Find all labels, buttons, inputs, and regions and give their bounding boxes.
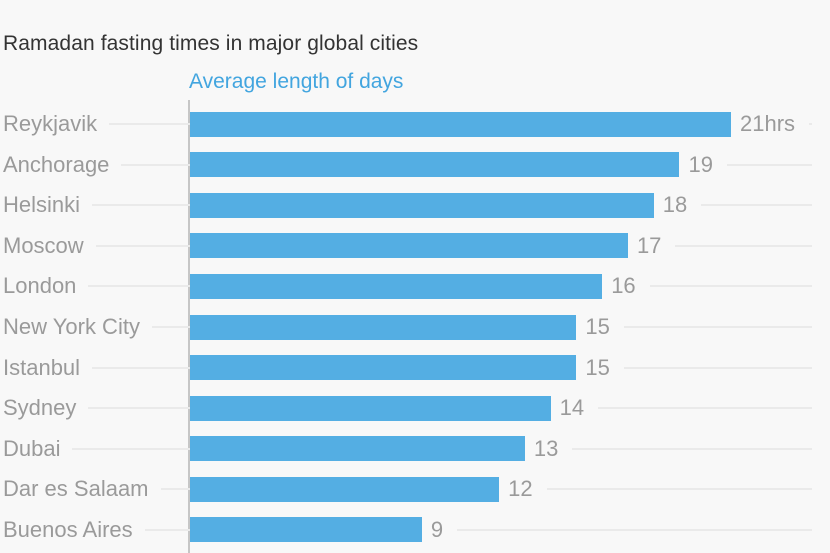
category-leader-line bbox=[92, 366, 190, 369]
value-leader-line bbox=[623, 366, 812, 369]
value-leader-line bbox=[546, 488, 812, 491]
value-label: 15 bbox=[585, 354, 610, 380]
category-label: Sydney bbox=[3, 395, 77, 421]
category-cell: Buenos Aires bbox=[0, 516, 190, 542]
value-label: 16 bbox=[611, 273, 636, 299]
bar bbox=[190, 436, 525, 462]
bar-row: Anchorage 19 bbox=[0, 145, 830, 186]
category-leader-line bbox=[72, 447, 190, 450]
category-leader-line bbox=[95, 244, 190, 247]
bar bbox=[190, 355, 577, 381]
category-cell: London bbox=[0, 275, 190, 297]
bar bbox=[190, 395, 551, 421]
value-leader-line bbox=[675, 244, 812, 247]
value-leader-line bbox=[572, 447, 812, 450]
bar bbox=[190, 517, 422, 543]
category-cell: Sydney bbox=[0, 397, 190, 419]
bar bbox=[190, 192, 654, 218]
category-label: London bbox=[3, 273, 77, 299]
bar-row: New York City 15 bbox=[0, 307, 830, 348]
chart-subtitle: Average length of days bbox=[189, 70, 404, 93]
category-cell: Dar es Salaam bbox=[0, 478, 190, 500]
value-label: 13 bbox=[533, 435, 559, 461]
chart-title: Ramadan fasting times in major global ci… bbox=[3, 32, 419, 55]
category-label: Moscow bbox=[3, 232, 84, 258]
category-cell: Anchorage bbox=[0, 151, 190, 177]
category-label: Anchorage bbox=[3, 151, 110, 177]
category-label: Reykjavik bbox=[3, 111, 98, 137]
value-label: 17 bbox=[636, 232, 662, 258]
value-leader-line bbox=[649, 285, 812, 288]
category-cell: Dubai bbox=[0, 435, 190, 461]
category-leader-line bbox=[88, 407, 190, 410]
bar-row: Buenos Aires 9 bbox=[0, 509, 830, 550]
category-cell: New York City bbox=[0, 316, 190, 338]
category-cell: Istanbul bbox=[0, 354, 190, 380]
category-cell: Reykjavik bbox=[0, 113, 190, 135]
value-leader-line bbox=[701, 204, 812, 207]
category-leader-line bbox=[121, 163, 190, 166]
value-label: 14 bbox=[559, 395, 585, 421]
value-label: 15 bbox=[585, 314, 610, 339]
bar bbox=[190, 111, 731, 137]
bar-row: Sydney 14 bbox=[0, 388, 830, 429]
category-label: Buenos Aires bbox=[3, 516, 133, 542]
category-label: Istanbul bbox=[3, 354, 81, 380]
category-cell: Helsinki bbox=[0, 194, 190, 216]
category-cell: Moscow bbox=[0, 232, 190, 258]
bar-row: London 16 bbox=[0, 266, 830, 307]
value-leader-line bbox=[598, 407, 812, 410]
value-leader-line bbox=[726, 163, 812, 166]
value-label: 9 bbox=[430, 516, 444, 542]
bar bbox=[190, 233, 628, 259]
category-label: Dar es Salaam bbox=[3, 476, 149, 502]
value-leader-line bbox=[457, 528, 812, 531]
value-leader-line bbox=[623, 326, 812, 328]
value-label: 21hrs bbox=[740, 111, 796, 137]
category-leader-line bbox=[92, 204, 190, 207]
value-label: 12 bbox=[508, 476, 533, 502]
category-leader-line bbox=[88, 285, 190, 288]
category-leader-line bbox=[109, 123, 190, 126]
bar-row: Helsinki 18 bbox=[0, 185, 830, 226]
category-leader-line bbox=[160, 488, 190, 491]
category-label: New York City bbox=[3, 314, 140, 339]
bar bbox=[190, 314, 577, 340]
value-leader-line bbox=[809, 123, 812, 126]
value-label: 18 bbox=[662, 192, 688, 218]
bar-row: Istanbul 15 bbox=[0, 347, 830, 388]
bar-row: Moscow 17 bbox=[0, 226, 830, 267]
bar bbox=[190, 476, 500, 502]
value-label: 19 bbox=[688, 151, 713, 177]
bar-rows: Reykjavik 21hrs Anchorage 19 Helsinki 18… bbox=[0, 104, 830, 550]
category-label: Helsinki bbox=[3, 192, 81, 218]
category-label: Dubai bbox=[3, 435, 61, 461]
bar-row: Reykjavik 21hrs bbox=[0, 104, 830, 145]
bar-row: Dubai 13 bbox=[0, 428, 830, 469]
bar bbox=[190, 152, 680, 178]
bar-row: Dar es Salaam 12 bbox=[0, 469, 830, 510]
category-leader-line bbox=[144, 528, 190, 531]
category-leader-line bbox=[151, 326, 190, 328]
bar bbox=[190, 273, 603, 299]
